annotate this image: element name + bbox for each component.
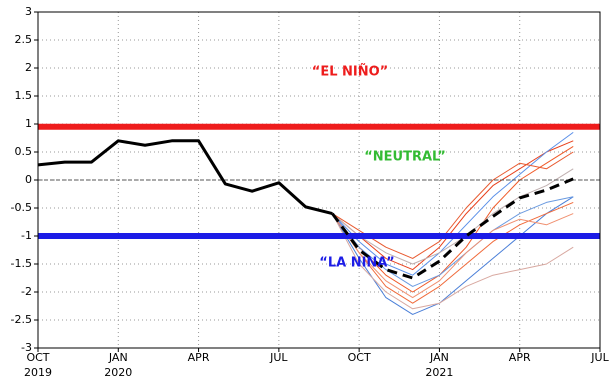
y-tick-label: 0.5	[15, 145, 33, 158]
x-tick-label: APR	[188, 351, 210, 364]
x-tick-label: JUL	[269, 351, 288, 364]
main-line	[37, 139, 333, 216]
y-tick-label: -3	[21, 341, 32, 354]
annotation: “EL NIÑO”	[312, 64, 388, 80]
plot-frame	[37, 11, 601, 349]
y-tick-label: 2.5	[15, 33, 33, 46]
member-line	[331, 145, 574, 293]
x-tick-year: 2020	[104, 366, 132, 379]
x-tick-year: 2019	[24, 366, 52, 379]
y-tick-label: 2	[25, 61, 32, 74]
x-tick-year: 2021	[425, 366, 453, 379]
y-tick-label: -0.5	[11, 201, 32, 214]
annotation: “NEUTRAL”	[364, 150, 446, 165]
x-tick-label: JUL	[590, 351, 609, 364]
x-tick-label: OCT	[348, 351, 371, 364]
member-line	[331, 196, 574, 287]
member-line	[332, 140, 574, 271]
x-tick-label: OCT	[26, 351, 49, 364]
x-tick-label: JAN	[108, 351, 128, 364]
y-tick-label: -1	[21, 229, 32, 242]
y-tick-label: 0	[25, 173, 32, 186]
y-tick-label: -2	[21, 285, 32, 298]
annotation: “LA NINA”	[319, 256, 394, 271]
member-line	[331, 213, 574, 299]
y-tick-label: 1.5	[15, 89, 33, 102]
member-line	[332, 168, 574, 265]
y-tick-label: 1	[25, 117, 32, 130]
y-tick-label: 3	[25, 5, 32, 18]
x-tick-label: JAN	[429, 351, 449, 364]
x-tick-label: APR	[509, 351, 531, 364]
member-line	[331, 201, 574, 304]
member-line	[331, 213, 574, 310]
y-tick-label: -2.5	[11, 313, 32, 326]
y-tick-label: -1.5	[11, 257, 32, 270]
